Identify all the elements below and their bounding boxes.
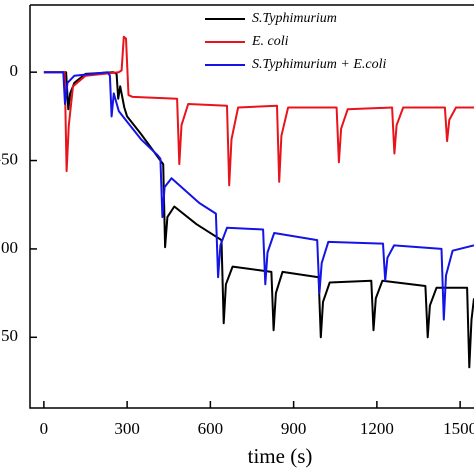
x-tick-label: 300 [114, 419, 140, 438]
x-tick-label: 0 [40, 419, 49, 438]
x-tick-label: 900 [281, 419, 307, 438]
series-line [43, 71, 474, 369]
y-tick-label: -150 [0, 326, 18, 345]
x-tick-label: 600 [198, 419, 224, 438]
y-tick-label: -100 [0, 238, 18, 257]
axis-frame [29, 4, 474, 409]
legend-label: S.Typhimurium + E.coli [252, 57, 387, 72]
y-tick-label: 0 [10, 61, 19, 80]
legend-label: E. coli [251, 34, 289, 49]
x-tick-label: 1200 [360, 419, 394, 438]
legend-label: S.Typhimurium [252, 11, 337, 26]
series-line [43, 71, 474, 321]
x-tick-label: 1500 [443, 419, 474, 438]
series-line [43, 35, 474, 187]
y-tick-label: -50 [0, 149, 18, 168]
x-axis-label: time (s) [248, 444, 313, 468]
